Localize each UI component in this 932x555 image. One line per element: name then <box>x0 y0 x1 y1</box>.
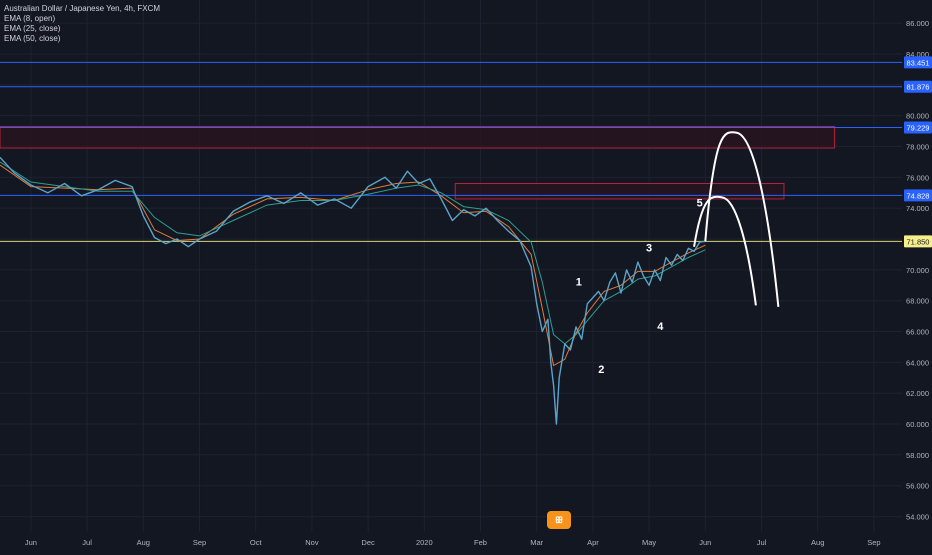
resistance-zone-1 <box>0 125 836 149</box>
x-tick-label: Aug <box>137 538 150 547</box>
y-tick-label: 78.000 <box>906 142 929 151</box>
level-badge-text: 71.850 <box>907 237 930 246</box>
y-tick-label: 70.000 <box>906 266 929 275</box>
x-tick-label: Jun <box>25 538 37 547</box>
x-tick-label: May <box>642 538 656 547</box>
level-badge-71.850 <box>904 235 932 248</box>
y-tick-label: 74.000 <box>906 204 929 213</box>
indicator-ema-50[interactable]: EMA (50, close) <box>4 34 61 43</box>
x-tick-label: Nov <box>305 538 319 547</box>
ema-line-1 <box>0 164 706 367</box>
wave-label-3: 3 <box>646 242 652 254</box>
wave-label-1: 1 <box>576 276 582 288</box>
x-tick-label: Aug <box>811 538 824 547</box>
x-tick-label: Apr <box>587 538 599 547</box>
projection-arc-2 <box>693 195 757 306</box>
y-tick-label: 76.000 <box>906 173 929 182</box>
level-badge-text: 79.229 <box>907 124 930 133</box>
y-tick-label: 60.000 <box>906 420 929 429</box>
y-tick-label: 54.000 <box>906 513 929 522</box>
wave-label-2: 2 <box>598 364 604 376</box>
y-tick-label: 56.000 <box>906 482 929 491</box>
x-tick-label: Sep <box>867 538 880 547</box>
level-badge-81.876 <box>904 80 932 93</box>
ema-line-2 <box>0 161 706 345</box>
level-badge-74.828 <box>904 189 932 202</box>
wave-label-4: 4 <box>657 321 664 333</box>
y-tick-label: 66.000 <box>906 328 929 337</box>
y-tick-label: 62.000 <box>906 389 929 398</box>
level-badge-79.229 <box>904 121 932 134</box>
y-tick-label: 64.000 <box>906 358 929 367</box>
x-tick-label: Mar <box>530 538 543 547</box>
tradingview-logo-icon[interactable]: ꕥ <box>547 511 571 529</box>
chart-legend: Australian Dollar / Japanese Yen, 4h, FX… <box>4 4 160 44</box>
y-tick-label: 68.000 <box>906 297 929 306</box>
x-tick-label: Jul <box>757 538 767 547</box>
level-badge-text: 81.876 <box>907 83 930 92</box>
projection-arc-1 <box>704 131 780 307</box>
resistance-zone-2 <box>454 183 785 200</box>
level-badge-text: 83.451 <box>907 58 930 67</box>
indicator-ema-8[interactable]: EMA (8, open) <box>4 14 56 23</box>
indicator-ema-25[interactable]: EMA (25, close) <box>4 24 61 33</box>
x-tick-label: Jul <box>82 538 92 547</box>
x-tick-label: Feb <box>474 538 487 547</box>
wave-label-5: 5 <box>697 198 703 210</box>
x-tick-label: 2020 <box>416 538 433 547</box>
y-tick-label: 86.000 <box>906 19 929 28</box>
y-tick-label: 58.000 <box>906 451 929 460</box>
y-tick-label: 80.000 <box>906 112 929 121</box>
level-badge-text: 74.828 <box>907 191 930 200</box>
x-tick-label: Oct <box>250 538 263 547</box>
y-tick-label: 84.000 <box>906 50 929 59</box>
level-badge-83.451 <box>904 56 932 69</box>
price-line <box>0 156 706 425</box>
x-tick-label: Dec <box>361 538 375 547</box>
x-tick-label: Sep <box>193 538 206 547</box>
symbol-title: Australian Dollar / Japanese Yen, 4h, FX… <box>4 4 161 13</box>
x-tick-label: Jun <box>699 538 711 547</box>
